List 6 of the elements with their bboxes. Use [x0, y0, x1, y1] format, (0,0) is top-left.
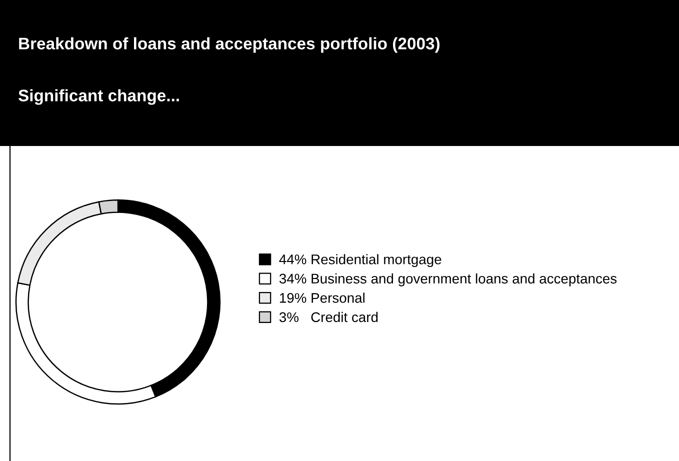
chart-title: Breakdown of loans and acceptances portfolio (2003)	[19, 37, 440, 53]
chart-subtitle: Significant change...	[18, 89, 179, 105]
legend-label: 34% Business and government loans and acceptances	[279, 273, 617, 286]
legend-label: 19% Personal	[280, 292, 364, 303]
legend-label: 44% Residential mortgage	[279, 254, 442, 268]
legend-label: 3% Credit card	[279, 312, 378, 322]
